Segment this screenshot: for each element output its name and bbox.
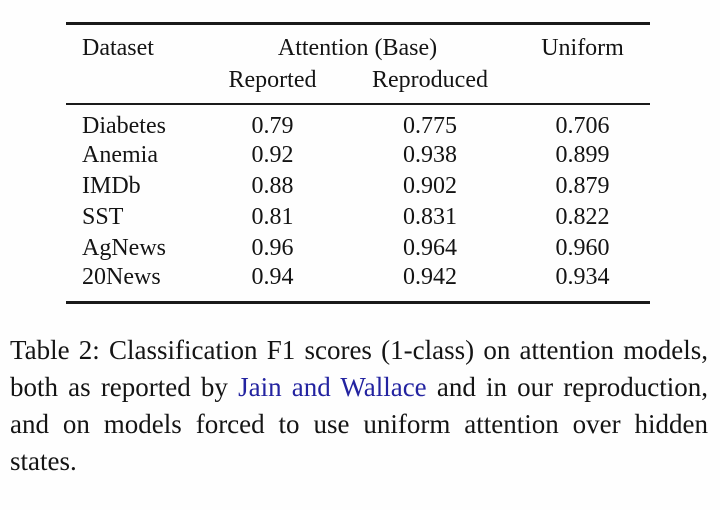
reported-cell: 0.96 <box>251 235 294 261</box>
reproduced-cell: 0.775 <box>403 113 457 139</box>
header-attention-base: Attention (Base) <box>277 35 438 61</box>
paper-page: Dataset Attention (Base) Uniform Reporte… <box>0 22 720 510</box>
caption-text-before-link: Table 2: Classification F1 scores (1-cla… <box>10 335 708 402</box>
header-dataset: Dataset <box>82 35 154 61</box>
uniform-cell: 0.899 <box>555 142 610 168</box>
results-table: Dataset Attention (Base) Uniform Reporte… <box>66 22 651 304</box>
uniform-cell: 0.960 <box>555 235 610 261</box>
dataset-cell: SST <box>82 204 124 230</box>
reported-cell: 0.88 <box>251 173 294 199</box>
table-row: IMDb 0.88 0.902 0.879 <box>66 171 650 202</box>
header-reported: Reported <box>228 67 317 93</box>
citation-link-jain-and-wallace[interactable]: Jain and Wallace <box>238 372 427 402</box>
reproduced-cell: 0.831 <box>403 204 457 230</box>
reported-cell: 0.79 <box>251 113 294 139</box>
header-spacer <box>515 67 650 104</box>
reported-cell: 0.81 <box>251 204 294 230</box>
reproduced-cell: 0.964 <box>403 235 457 261</box>
reported-cell: 0.92 <box>251 142 294 168</box>
header-spacer <box>66 67 200 104</box>
table-row: AgNews 0.96 0.964 0.960 <box>66 233 650 264</box>
reproduced-cell: 0.938 <box>403 142 457 168</box>
reproduced-cell: 0.942 <box>403 264 457 290</box>
table-row: 20News 0.94 0.942 0.934 <box>66 264 650 303</box>
uniform-cell: 0.822 <box>555 204 610 230</box>
table-body: Diabetes 0.79 0.775 0.706 Anemia 0.92 0.… <box>66 104 650 303</box>
table-caption: Table 2: Classification F1 scores (1-cla… <box>10 332 708 480</box>
reproduced-cell: 0.902 <box>403 173 457 199</box>
dataset-cell: Diabetes <box>82 113 166 139</box>
header-uniform: Uniform <box>541 35 624 61</box>
table-header: Dataset Attention (Base) Uniform Reporte… <box>66 24 651 104</box>
table-row: SST 0.81 0.831 0.822 <box>66 202 650 233</box>
uniform-cell: 0.934 <box>555 264 610 290</box>
uniform-cell: 0.879 <box>555 173 610 199</box>
dataset-cell: 20News <box>82 264 161 290</box>
table-row: Anemia 0.92 0.938 0.899 <box>66 140 650 171</box>
dataset-cell: IMDb <box>82 173 141 199</box>
uniform-cell: 0.706 <box>555 113 610 139</box>
table-row: Diabetes 0.79 0.775 0.706 <box>66 104 650 140</box>
header-reproduced: Reproduced <box>372 67 488 93</box>
reported-cell: 0.94 <box>251 264 294 290</box>
dataset-cell: AgNews <box>82 235 166 261</box>
dataset-cell: Anemia <box>82 142 158 168</box>
caption-text-after-link: and in our reproduction, and on models f… <box>10 372 708 476</box>
